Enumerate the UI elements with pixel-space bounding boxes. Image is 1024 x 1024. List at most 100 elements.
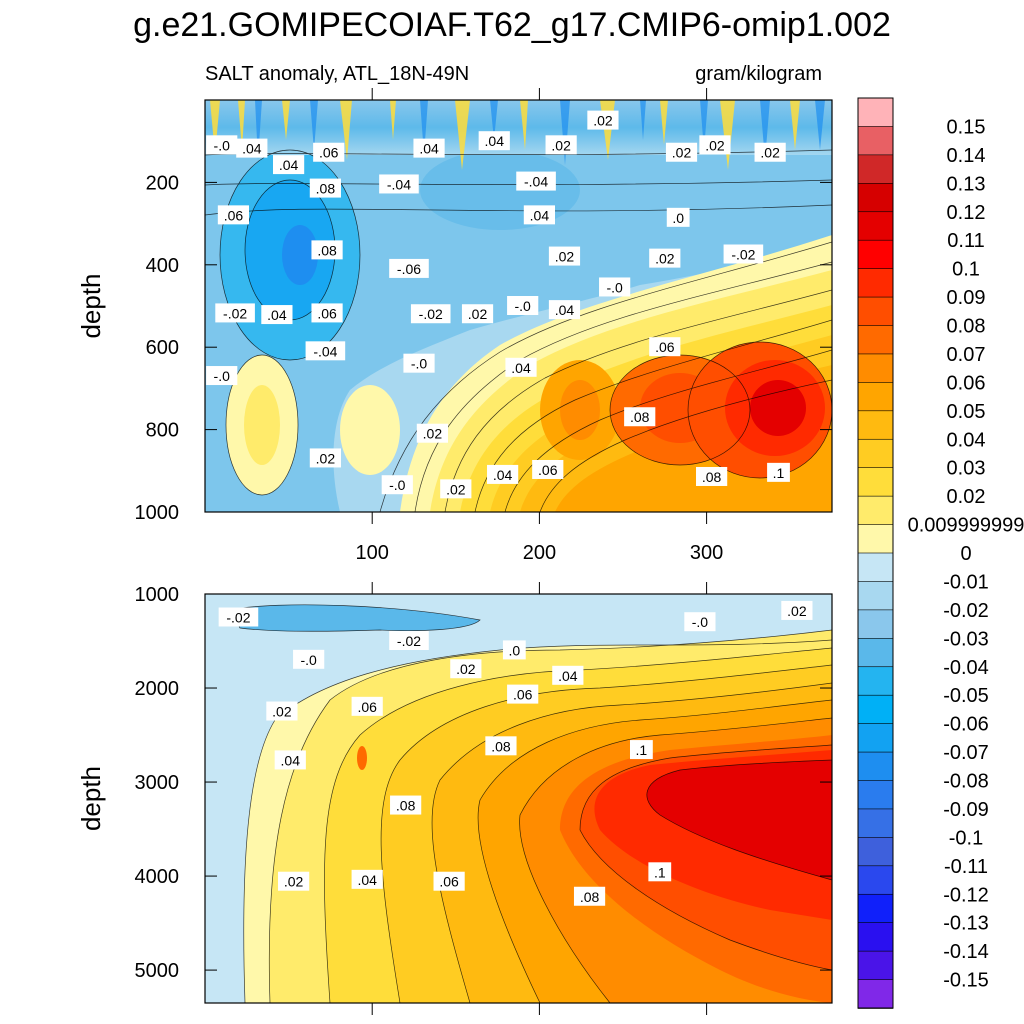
contour-label-text: -.0 [300,652,317,668]
contour-label: .02 [440,479,472,499]
contour-label-text: .04 [242,141,262,157]
contour-label-text: .02 [456,661,476,677]
contour-label: .02 [450,659,482,679]
contour-label-box [273,155,305,175]
contour-label-box [351,869,383,889]
xtick-label: 200 [523,542,556,564]
contour-labels-layer: -.0 .04 .04 .06 .04 .04 .02 .02 .02 .02 .02 -.04 -.0… [206,110,813,906]
contour-label: .02 [649,248,681,268]
xtick-label: 300 [690,542,723,564]
colorbar-swatch [857,638,894,668]
contour-label-text: .0 [508,642,520,658]
contour-label: .04 [523,205,555,225]
colorbar-swatch [857,837,894,867]
contour-label: .02 [781,600,813,620]
contour-label-text: .04 [558,668,578,684]
contour-label: .06 [313,142,345,162]
contour-label-box [381,475,413,495]
colorbar-swatch [857,154,894,185]
contour-label-text: .1 [636,742,648,758]
contour-label-text: .08 [630,409,650,425]
contour-label: .06 [507,684,539,704]
contour-label-box [624,407,656,427]
contour-label: .02 [461,304,494,324]
colorbar-tick-label: 0.15 [947,116,986,138]
contour-label: .02 [545,135,577,155]
contour-label-box [507,684,539,704]
contour-label-box [433,871,465,891]
contour-label-text: .02 [593,113,613,129]
colorbar-swatch [857,893,894,924]
contour-label: -.02 [410,304,451,324]
contour-label: .04 [505,357,537,377]
ytick-label: 5000 [135,960,180,982]
colorbar-swatch [857,183,894,213]
colorbar-swatch [857,751,894,782]
contour-label: .04 [274,750,306,770]
contour-label-text: .02 [284,874,304,890]
colorbar-swatch [857,524,894,554]
contour-label-text: .1 [654,864,666,880]
colorbar-swatch [857,97,894,128]
contour-label-text: -.0 [515,298,532,314]
contour-label: -.0 [684,612,716,632]
contour-label-box [548,246,581,266]
contour-label: .1 [648,862,672,882]
colorbar-tick-label: -0.12 [943,884,989,906]
contour-label: .04 [236,138,268,158]
ytick-label: 3000 [135,772,180,794]
colorbar-tick-label: -0.04 [943,657,989,679]
colorbar-tick-label: -0.02 [943,600,989,622]
colorbar-tick-label: 0.09 [947,287,986,309]
contour-label-box [507,296,539,315]
colorbar-tick-label: -0.08 [943,771,989,793]
contour-label: .08 [624,407,656,427]
contour-label-text: .06 [224,207,244,223]
contour-label-text: .02 [551,137,571,153]
contour-label-box [217,205,250,225]
contour-label: .1 [629,740,653,760]
contour-label-box [236,138,268,158]
contour-label: .04 [548,300,581,320]
colorbar: 0.15 0.14 0.13 0.12 0.11 0.1 0.09 0.08 0.07 0.06 0… [857,97,1024,1009]
colorbar-swatch [857,694,894,725]
contour-label-text: .06 [538,462,558,478]
contour-label: .02 [548,246,581,266]
contour-label-box [781,600,813,620]
contour-label-text: .02 [672,145,692,161]
colorbar-swatch [857,325,894,355]
colorbar-tick-label: 0.12 [947,202,986,224]
contour-label-text: .08 [491,738,511,754]
colorbar-swatch [857,922,894,952]
subtitle-right: gram/kilogram [695,63,822,85]
colorbar-frame [857,97,894,1009]
colorbar-swatch [857,979,894,1009]
contour-label: .04 [413,138,445,158]
contour-label-box [403,353,435,373]
xtick-label: 100 [356,542,389,564]
contour-label: .08 [390,795,422,815]
contour-label-box [261,305,293,325]
contour-label-text: .04 [511,360,531,376]
contour-label-box [552,665,584,685]
contour-label-box [266,701,298,721]
contour-label-text: -.0 [692,614,709,630]
contour-label: -.02 [723,244,764,264]
colorbar-tick-label: 0.08 [947,316,986,338]
ytick-label: 1000 [135,584,180,606]
ytick-label: 200 [146,172,179,194]
colorbar-tick-label: 0.009999999 [908,515,1024,537]
contour-label: .02 [416,423,448,443]
contour-label-text: -.04 [387,176,411,192]
colorbar-tick-label: 0.03 [947,458,986,480]
contour-label-box [767,462,790,482]
colorbar-tick-label: -0.03 [943,628,989,650]
contour-label-text: .02 [316,450,336,466]
lower-panel-frame [204,593,833,1004]
contour-label-text: -.02 [226,610,250,626]
contour-label-box [309,178,341,198]
ytick-label: 2000 [135,678,180,700]
contour-label-box [379,174,419,194]
colorbar-swatch [857,438,894,469]
colorbar-tick-label: 0.1 [952,259,980,281]
